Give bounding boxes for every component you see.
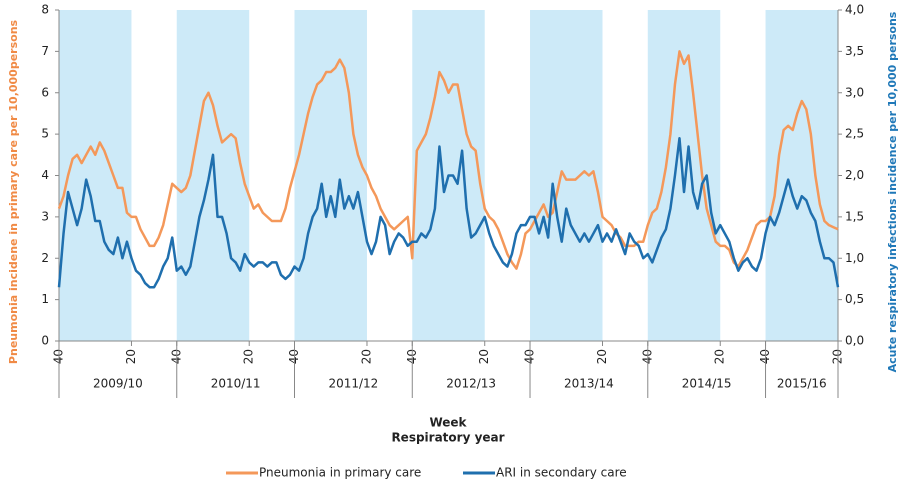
season-band xyxy=(176,10,250,341)
y2-tick-label: 2,0 xyxy=(845,168,864,182)
y-tick-label: 5 xyxy=(41,127,49,141)
x-tick-label: 20 xyxy=(124,349,138,364)
y-tick-label: 3 xyxy=(41,209,49,223)
x-tick-label: 20 xyxy=(713,349,727,364)
y2-tick-label: 3,5 xyxy=(845,44,864,58)
x-tick-label: 20 xyxy=(242,349,256,364)
y2-tick-label: 4,0 xyxy=(845,3,864,17)
x-axis-title: Week xyxy=(429,416,467,430)
series-line xyxy=(57,50,839,270)
y-tick-label: 0 xyxy=(41,334,49,348)
season-band xyxy=(530,10,603,341)
season-band xyxy=(59,10,132,341)
group-label: 2013/14 xyxy=(564,377,614,391)
group-label: 2009/10 xyxy=(93,377,143,391)
legend-label: ARI in secondary care xyxy=(496,466,627,480)
group-label: 2012/13 xyxy=(446,377,496,391)
x-tick-label: 20 xyxy=(359,349,373,364)
group-label: 2010/11 xyxy=(211,377,261,391)
y-tick-label: 4 xyxy=(41,168,49,182)
y2-tick-label: 3,0 xyxy=(845,85,864,99)
x-tick-label: 20 xyxy=(595,349,609,364)
y-tick-label: 7 xyxy=(41,44,49,58)
y-axis-title: Pneumonia incidene in primary care per 1… xyxy=(7,19,20,364)
y2-tick-label: 2,5 xyxy=(845,127,864,141)
season-band xyxy=(294,10,367,341)
x-tick-label: 20 xyxy=(477,349,491,364)
legend-label: Pneumonia in primary care xyxy=(259,466,421,480)
group-label: 2015/16 xyxy=(777,377,827,391)
y2-tick-label: 1,5 xyxy=(845,209,864,223)
group-axis-title: Respiratory year xyxy=(391,431,504,445)
y-tick-label: 2 xyxy=(41,251,49,265)
y2-axis-title: Acute respiratory infections incidence p… xyxy=(886,11,899,372)
group-label: 2011/12 xyxy=(328,377,378,391)
y2-tick-label: 0,0 xyxy=(845,334,864,348)
y2-tick-label: 0,5 xyxy=(845,292,864,306)
y-tick-label: 1 xyxy=(41,292,49,306)
group-label: 2014/15 xyxy=(682,377,732,391)
y-tick-label: 6 xyxy=(41,85,49,99)
y-tick-label: 8 xyxy=(41,3,49,17)
y2-tick-label: 1,0 xyxy=(845,251,864,265)
series-line xyxy=(57,137,840,289)
season-band xyxy=(647,10,721,341)
